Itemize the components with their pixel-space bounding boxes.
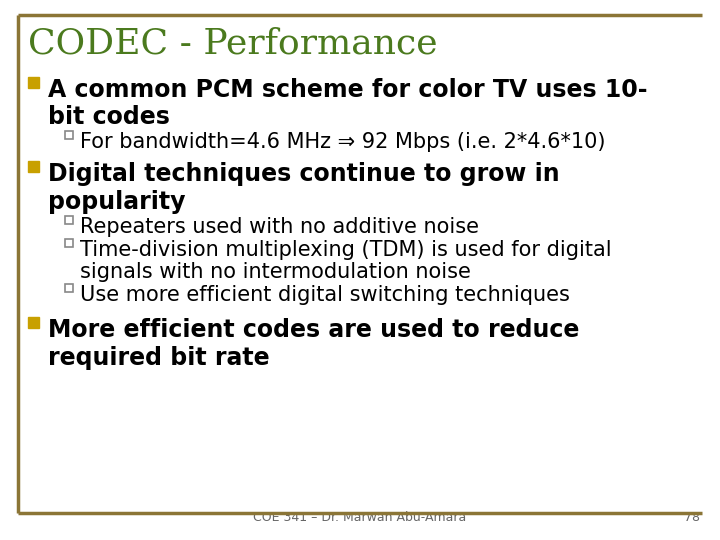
Text: signals with no intermodulation noise: signals with no intermodulation noise bbox=[80, 262, 471, 282]
Bar bbox=[28, 160, 39, 172]
Text: bit codes: bit codes bbox=[48, 105, 170, 129]
Text: More efficient codes are used to reduce: More efficient codes are used to reduce bbox=[48, 318, 580, 342]
Text: A common PCM scheme for color TV uses 10-: A common PCM scheme for color TV uses 10… bbox=[48, 78, 647, 102]
Text: popularity: popularity bbox=[48, 190, 186, 214]
Bar bbox=[65, 131, 73, 139]
Bar bbox=[28, 316, 39, 327]
Text: Digital techniques continue to grow in: Digital techniques continue to grow in bbox=[48, 162, 559, 186]
Text: COE 341 – Dr. Marwan Abu-Amara: COE 341 – Dr. Marwan Abu-Amara bbox=[253, 511, 467, 524]
Bar bbox=[65, 216, 73, 224]
Text: Time-division multiplexing (TDM) is used for digital: Time-division multiplexing (TDM) is used… bbox=[80, 240, 611, 260]
Text: 78: 78 bbox=[684, 511, 700, 524]
Text: For bandwidth=4.6 MHz ⇒ 92 Mbps (i.e. 2*4.6*10): For bandwidth=4.6 MHz ⇒ 92 Mbps (i.e. 2*… bbox=[80, 132, 606, 152]
Bar bbox=[28, 77, 39, 87]
Text: required bit rate: required bit rate bbox=[48, 346, 269, 370]
Text: CODEC - Performance: CODEC - Performance bbox=[28, 27, 438, 61]
Bar bbox=[65, 239, 73, 247]
Bar bbox=[65, 284, 73, 292]
Text: Repeaters used with no additive noise: Repeaters used with no additive noise bbox=[80, 217, 479, 237]
Text: Use more efficient digital switching techniques: Use more efficient digital switching tec… bbox=[80, 285, 570, 305]
